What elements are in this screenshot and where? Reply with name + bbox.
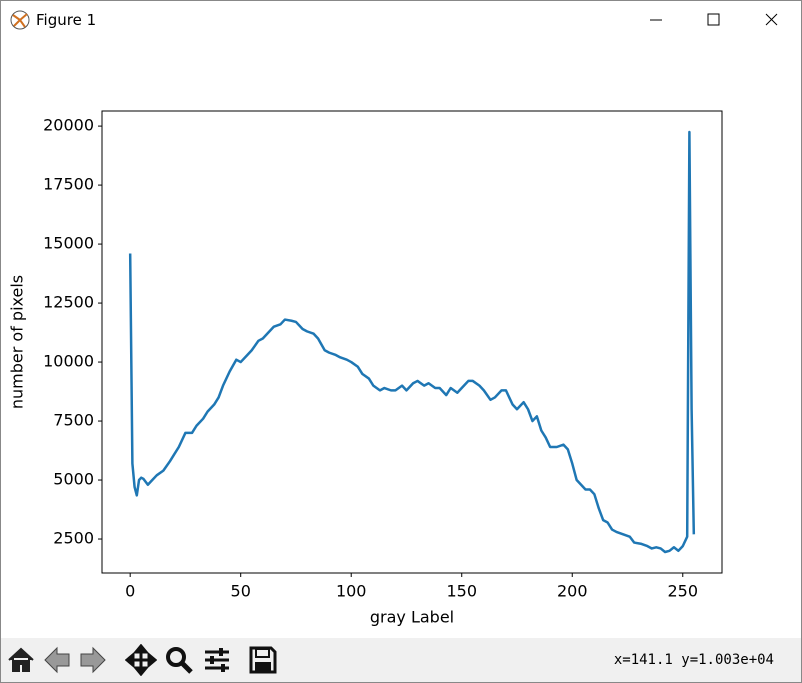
- status-text: x=141.1 y=1.003e+04: [613, 652, 774, 668]
- y-tick-label: 15000: [43, 234, 94, 253]
- save-button[interactable]: [247, 644, 279, 676]
- y-axis-label: number of pixels: [8, 275, 27, 409]
- close-button[interactable]: [765, 13, 778, 26]
- y-tick-label: 2500: [53, 529, 94, 548]
- app-icon: [10, 10, 30, 30]
- configure-button[interactable]: [201, 644, 233, 676]
- y-tick-label: 5000: [53, 470, 94, 489]
- x-tick-label: 100: [336, 582, 367, 601]
- y-tick-label: 10000: [43, 352, 94, 371]
- maximize-button[interactable]: [707, 13, 720, 26]
- window-title: Figure 1: [36, 11, 97, 29]
- pan-button[interactable]: [125, 644, 157, 676]
- y-tick-label: 17500: [43, 175, 94, 194]
- x-tick-label: 50: [231, 582, 251, 601]
- y-tick-label: 20000: [43, 116, 94, 135]
- zoom-button[interactable]: [163, 644, 195, 676]
- y-tick-label: 7500: [53, 411, 94, 430]
- toolbar: x=141.1 y=1.003e+04: [1, 638, 801, 682]
- window-controls: [650, 13, 778, 26]
- x-tick-label: 150: [446, 582, 477, 601]
- x-tick-label: 200: [557, 582, 588, 601]
- x-tick-label: 0: [125, 582, 135, 601]
- chart: gray Label number of pixels 0 50 100 150 200…: [8, 110, 723, 627]
- data-line: [128, 130, 696, 554]
- title-bar: Figure 1: [1, 1, 801, 39]
- x-axis-label: gray Label: [370, 608, 454, 627]
- x-tick-label: 250: [667, 582, 698, 601]
- plot-area: [101, 110, 723, 574]
- back-button[interactable]: [41, 644, 73, 676]
- forward-button[interactable]: [77, 644, 109, 676]
- y-tick-label: 12500: [43, 293, 94, 312]
- home-button[interactable]: [5, 644, 37, 676]
